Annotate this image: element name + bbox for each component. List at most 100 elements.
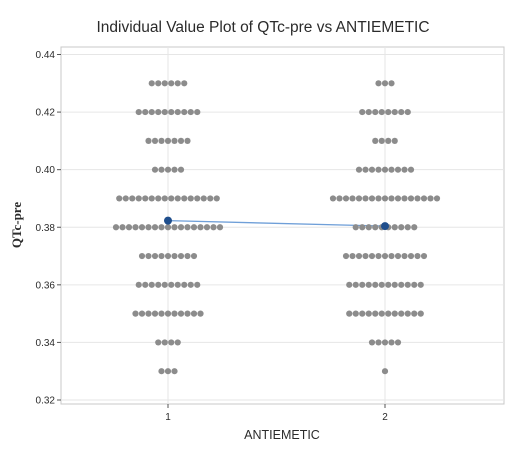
- data-point: [174, 108, 181, 116]
- data-point: [158, 224, 165, 231]
- mean-symbols: [164, 216, 389, 231]
- data-point: [119, 224, 126, 231]
- data-point: [372, 310, 379, 317]
- mean-symbol: [164, 216, 172, 225]
- data-point: [414, 195, 421, 202]
- data-point: [355, 166, 363, 173]
- data-point: [151, 224, 159, 231]
- data-point: [381, 368, 389, 375]
- data-point: [174, 195, 181, 202]
- data-point: [398, 310, 405, 317]
- data-point: [168, 339, 175, 346]
- data-point: [171, 310, 178, 317]
- data-point: [398, 108, 405, 116]
- data-point: [388, 195, 395, 202]
- data-point: [155, 108, 162, 116]
- data-point: [365, 281, 372, 288]
- data-point: [161, 339, 168, 346]
- data-point: [391, 310, 398, 317]
- data-point: [359, 224, 366, 231]
- data-point: [142, 195, 149, 202]
- data-point: [177, 224, 185, 231]
- data-point: [161, 281, 168, 288]
- data-point: [342, 252, 350, 260]
- data-point: [135, 108, 142, 116]
- data-point: [138, 310, 146, 317]
- data-point: [135, 281, 142, 288]
- data-point: [132, 224, 139, 231]
- data-point: [329, 195, 337, 202]
- data-point: [346, 310, 353, 317]
- data-point: [398, 281, 405, 288]
- data-point: [352, 310, 359, 317]
- data-point: [177, 310, 185, 317]
- data-point: [388, 252, 395, 260]
- data-point: [181, 195, 188, 202]
- data-point: [414, 252, 421, 260]
- chart-title: Individual Value Plot of QTc-pre vs ANTI…: [96, 19, 429, 36]
- data-point: [375, 252, 382, 260]
- data-point: [190, 224, 198, 231]
- data-point: [158, 252, 165, 260]
- data-point: [391, 281, 398, 288]
- data-point: [145, 310, 152, 317]
- data-point: [381, 339, 389, 346]
- data-point: [116, 195, 123, 202]
- data-point: [161, 195, 168, 202]
- data-point: [184, 252, 191, 260]
- data-point: [349, 252, 356, 260]
- data-point: [148, 281, 155, 288]
- y-tick-label: 0.34: [36, 338, 56, 349]
- data-point: [391, 137, 398, 144]
- mean-connect-lines: [167, 219, 386, 227]
- data-point: [365, 224, 372, 231]
- data-point: [151, 137, 159, 144]
- data-point: [168, 281, 175, 288]
- data-point: [407, 195, 415, 202]
- data-point: [148, 195, 155, 202]
- data-point: [372, 281, 379, 288]
- data-point: [404, 310, 411, 317]
- data-point: [184, 310, 191, 317]
- data-point: [375, 339, 382, 346]
- data-point: [164, 224, 172, 231]
- data-point: [177, 137, 185, 144]
- data-point: [161, 80, 168, 87]
- data-point: [381, 252, 389, 260]
- data-point: [151, 310, 159, 317]
- data-point: [352, 224, 359, 231]
- data-point: [148, 108, 155, 116]
- data-point: [138, 252, 146, 260]
- x-axis-label: ANTIEMETIC: [244, 428, 320, 442]
- data-point: [398, 224, 405, 231]
- data-point: [142, 108, 149, 116]
- data-point: [388, 339, 395, 346]
- data-point: [355, 195, 363, 202]
- data-point: [385, 137, 392, 144]
- data-point: [181, 281, 188, 288]
- y-tick-label: 0.32: [36, 396, 56, 407]
- y-tick-label: 0.40: [36, 165, 56, 176]
- data-point: [381, 195, 389, 202]
- data-point: [368, 195, 376, 202]
- data-point: [161, 108, 168, 116]
- data-point: [417, 281, 424, 288]
- y-tick-label: 0.42: [36, 108, 56, 119]
- data-point: [190, 252, 198, 260]
- data-point: [213, 195, 220, 202]
- data-point: [404, 224, 411, 231]
- data-point: [391, 224, 398, 231]
- data-point: [216, 224, 224, 231]
- data-point: [122, 195, 129, 202]
- data-point: [184, 137, 191, 144]
- data-point: [187, 281, 194, 288]
- y-tick-label: 0.38: [36, 223, 56, 234]
- data-point: [177, 252, 185, 260]
- data-point: [207, 195, 214, 202]
- data-point: [381, 166, 389, 173]
- data-point: [362, 252, 369, 260]
- data-point: [372, 137, 379, 144]
- data-point: [420, 252, 428, 260]
- data-point: [359, 281, 366, 288]
